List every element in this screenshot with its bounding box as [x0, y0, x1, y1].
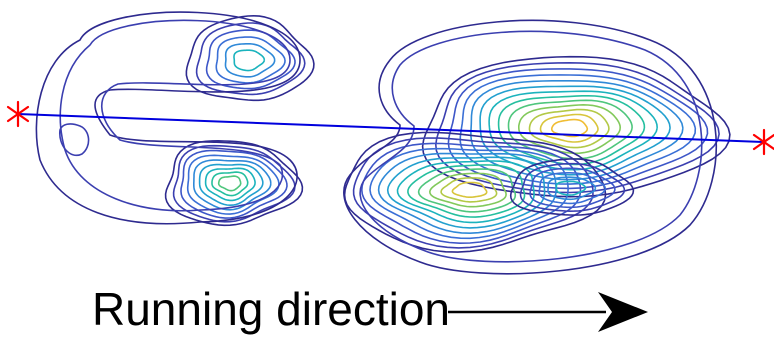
- left-inner-envelope: [59, 19, 291, 212]
- left-top-peak-contour: [233, 49, 266, 72]
- left-envelope: [35, 11, 301, 225]
- left-top-peak-contour: [195, 22, 306, 96]
- right-small-peak-contour: [529, 167, 616, 209]
- right-lower-peak-contour: [360, 142, 582, 244]
- track-line: [17, 113, 765, 143]
- right-upper-peak-contour: [434, 61, 720, 194]
- right-small-peak-contour: [555, 180, 587, 196]
- end-marker-icon: [752, 128, 774, 156]
- direction-arrow-icon: [448, 292, 648, 332]
- right-lower-peak-contour: [451, 181, 488, 198]
- left-top-peak-contour: [205, 29, 296, 90]
- left-bottom-peak-contour: [204, 167, 256, 202]
- left-small-loop: [59, 123, 90, 157]
- right-lower-peak-contour: [396, 160, 535, 224]
- right-upper-peak-contour: [488, 90, 658, 171]
- right-upper-peak-contour: [421, 55, 731, 198]
- right-lower-peak-contour: [428, 172, 507, 208]
- right-small-peak-contour: [547, 176, 597, 201]
- right-upper-peak-contour: [470, 80, 684, 181]
- right-envelope: [343, 19, 717, 275]
- start-marker-icon: [6, 100, 30, 128]
- right-lower-peak-contour: [386, 156, 546, 229]
- left-bottom-peak-contour: [198, 163, 264, 206]
- right-lower-peak-contour: [343, 131, 607, 253]
- left-bottom-peak-contour: [186, 154, 280, 215]
- right-upper-peak-contour: [479, 85, 671, 176]
- right-inner-envelope: [359, 30, 703, 263]
- left-bottom-peak-contour: [193, 159, 272, 211]
- contour-lines: [35, 11, 731, 275]
- right-lower-peak-contour: [407, 164, 526, 218]
- running-direction-caption: Running direction: [92, 283, 451, 335]
- left-bottom-peak-contour: [211, 171, 249, 197]
- right-lower-peak-contour: [352, 137, 594, 249]
- right-lower-peak-contour: [440, 177, 498, 203]
- right-lower-peak-contour: [417, 168, 517, 213]
- left-top-peak-contour: [185, 15, 315, 102]
- left-top-peak-contour: [224, 42, 276, 78]
- right-small-peak-contour: [509, 158, 635, 216]
- right-lower-peak-contour: [369, 147, 569, 240]
- right-upper-peak-contour: [447, 68, 709, 190]
- right-small-peak-contour: [538, 172, 607, 205]
- right-upper-peak-contour: [517, 104, 621, 155]
- right-upper-peak-contour: [459, 74, 697, 185]
- right-upper-peak-contour: [539, 113, 599, 143]
- left-bottom-peak-contour: [180, 149, 288, 219]
- left-top-peak-contour: [215, 36, 286, 84]
- right-upper-peak-contour: [507, 99, 633, 160]
- right-small-peak-contour: [519, 162, 626, 212]
- right-lower-peak-contour: [377, 152, 557, 234]
- right-upper-peak-contour: [528, 108, 610, 149]
- left-bottom-peak-contour: [172, 144, 296, 223]
- left-bottom-peak-contour: [217, 175, 242, 192]
- right-upper-peak-contour: [497, 95, 646, 166]
